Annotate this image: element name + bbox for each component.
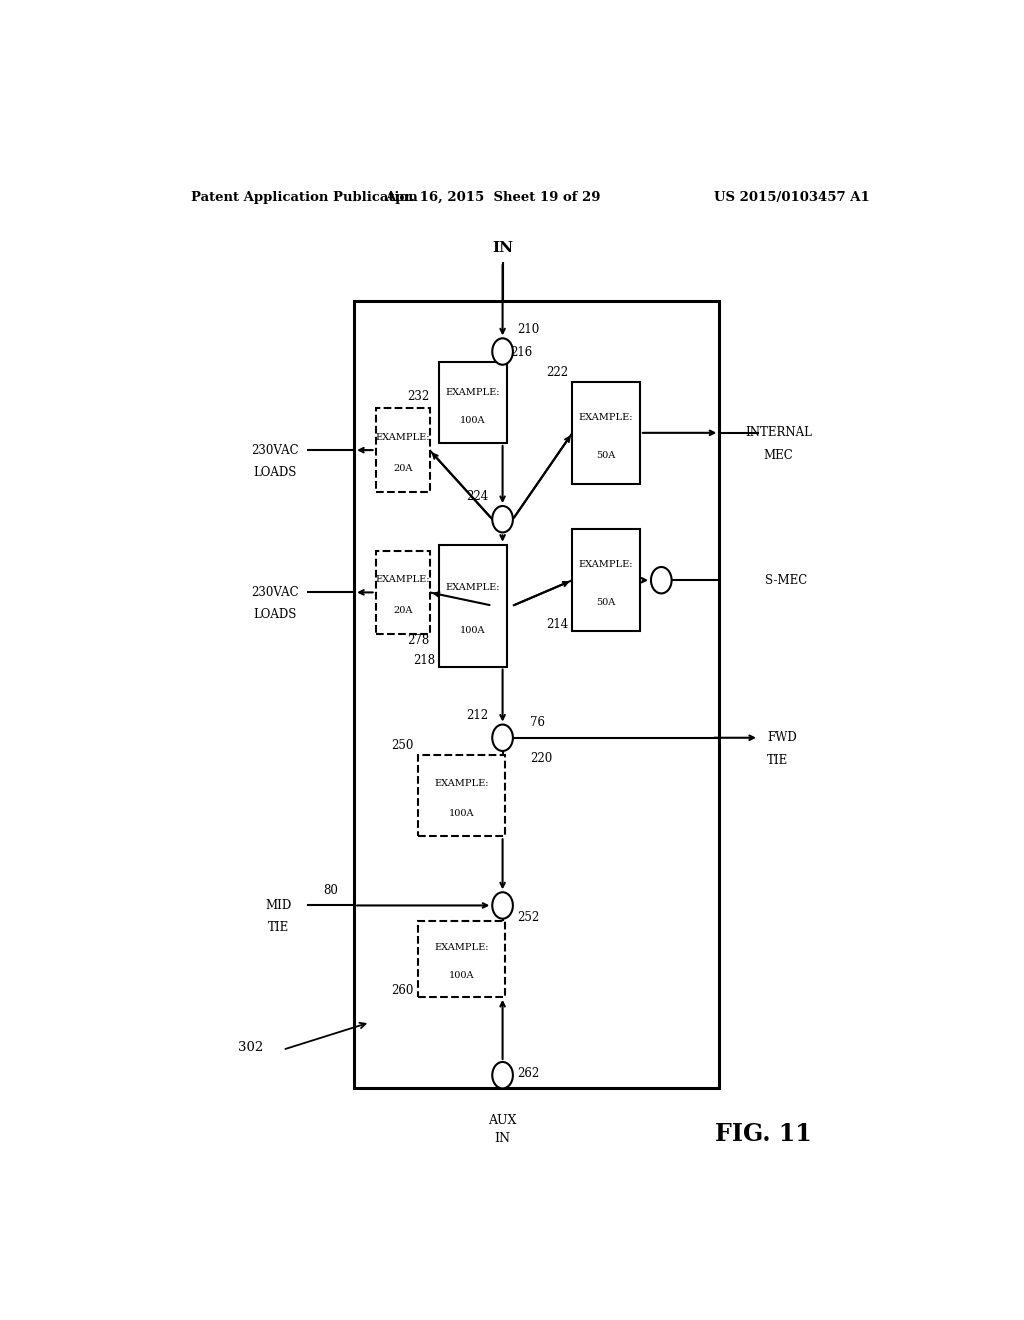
- Text: 262: 262: [517, 1067, 539, 1080]
- Text: 224: 224: [466, 490, 488, 503]
- Circle shape: [493, 1063, 513, 1089]
- Bar: [572, 381, 640, 483]
- Text: 210: 210: [517, 322, 539, 335]
- Bar: [439, 545, 507, 667]
- Text: 214: 214: [546, 618, 568, 631]
- Text: 100A: 100A: [460, 626, 485, 635]
- Text: 216: 216: [511, 346, 532, 359]
- Text: EXAMPLE:: EXAMPLE:: [434, 779, 488, 788]
- Text: 250: 250: [391, 739, 414, 752]
- Text: 100A: 100A: [449, 809, 474, 818]
- Circle shape: [493, 892, 513, 919]
- Bar: [439, 362, 507, 444]
- Text: 220: 220: [530, 751, 553, 764]
- Text: 222: 222: [547, 366, 568, 379]
- Text: 278: 278: [408, 634, 430, 647]
- Text: 218: 218: [413, 653, 435, 667]
- Bar: [376, 550, 430, 634]
- Text: S-MEC: S-MEC: [765, 574, 808, 586]
- Text: 260: 260: [391, 983, 414, 997]
- Text: 100A: 100A: [449, 972, 474, 979]
- Text: INTERNAL: INTERNAL: [745, 426, 812, 440]
- Text: Patent Application Publication: Patent Application Publication: [191, 190, 418, 203]
- Text: 50A: 50A: [597, 598, 615, 607]
- Text: 100A: 100A: [460, 416, 485, 425]
- Text: AUX: AUX: [488, 1114, 517, 1127]
- Text: 50A: 50A: [597, 450, 615, 459]
- Text: EXAMPLE:: EXAMPLE:: [376, 433, 430, 442]
- Text: 20A: 20A: [393, 463, 413, 473]
- Text: EXAMPLE:: EXAMPLE:: [376, 576, 430, 585]
- Text: MEC: MEC: [764, 449, 794, 462]
- Bar: [376, 408, 430, 492]
- Text: EXAMPLE:: EXAMPLE:: [445, 388, 500, 397]
- Bar: [354, 301, 719, 1089]
- Bar: [418, 755, 505, 837]
- Text: 76: 76: [530, 715, 546, 729]
- Text: IN: IN: [495, 1133, 511, 1146]
- Text: 232: 232: [408, 391, 430, 404]
- Text: 302: 302: [238, 1041, 263, 1055]
- Text: 80: 80: [324, 883, 338, 896]
- Text: US 2015/0103457 A1: US 2015/0103457 A1: [715, 190, 870, 203]
- Circle shape: [493, 506, 513, 532]
- Text: EXAMPLE:: EXAMPLE:: [579, 561, 634, 569]
- Text: TIE: TIE: [268, 921, 290, 935]
- Text: FWD: FWD: [767, 731, 797, 744]
- Text: 20A: 20A: [393, 606, 413, 615]
- Text: EXAMPLE:: EXAMPLE:: [434, 942, 488, 952]
- Circle shape: [651, 568, 672, 594]
- Text: MID: MID: [265, 899, 292, 912]
- Text: IN: IN: [493, 240, 513, 255]
- Text: LOADS: LOADS: [253, 609, 297, 622]
- Circle shape: [493, 725, 513, 751]
- Text: Apr. 16, 2015  Sheet 19 of 29: Apr. 16, 2015 Sheet 19 of 29: [385, 190, 601, 203]
- Bar: [418, 921, 505, 997]
- Text: TIE: TIE: [767, 754, 788, 767]
- Text: EXAMPLE:: EXAMPLE:: [579, 413, 634, 422]
- Text: 212: 212: [466, 709, 488, 722]
- Text: 230VAC: 230VAC: [251, 444, 299, 457]
- Text: 252: 252: [517, 911, 539, 924]
- Circle shape: [493, 338, 513, 364]
- Text: EXAMPLE:: EXAMPLE:: [445, 583, 500, 591]
- Bar: [572, 529, 640, 631]
- Text: LOADS: LOADS: [253, 466, 297, 479]
- Text: FIG. 11: FIG. 11: [715, 1122, 811, 1146]
- Text: 230VAC: 230VAC: [251, 586, 299, 599]
